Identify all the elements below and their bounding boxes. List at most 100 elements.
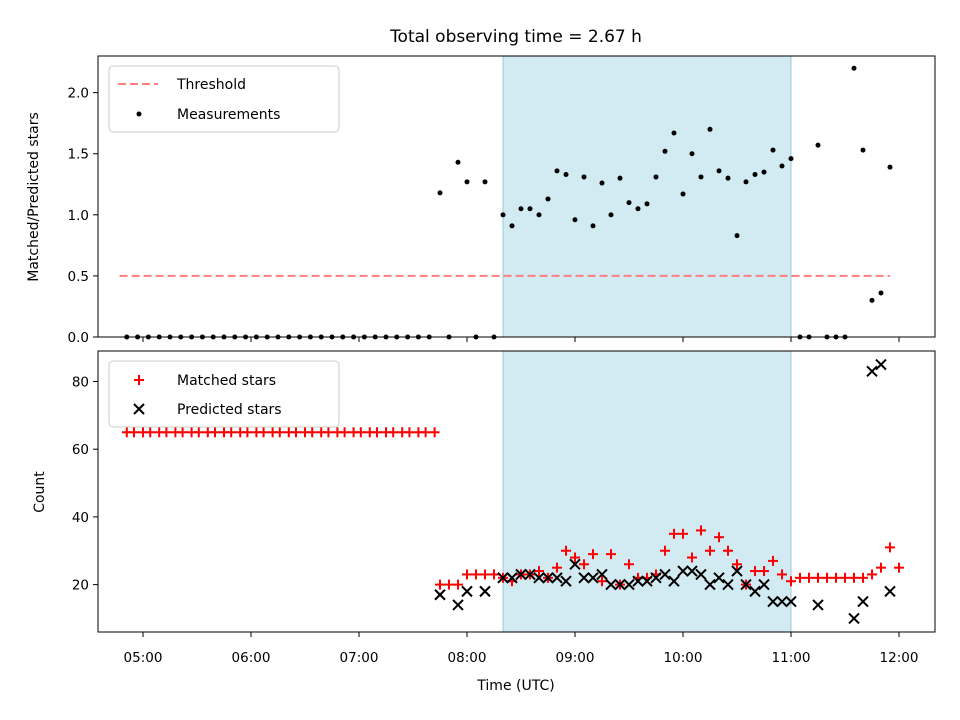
matched-star-point	[804, 572, 814, 583]
predicted-star-point	[650, 572, 662, 584]
measurement-point	[851, 65, 857, 71]
predicted-star-point	[533, 572, 545, 584]
matched-star-point	[840, 572, 850, 583]
predicted-star-point	[434, 589, 446, 601]
matched-star-point	[210, 427, 220, 438]
matched-star-point	[606, 549, 616, 560]
x-tick-label: 07:00	[340, 650, 379, 666]
matched-star-point	[462, 569, 472, 580]
predicted-star-point	[497, 572, 509, 584]
measurement-point	[509, 223, 515, 229]
measurement-point	[626, 200, 632, 206]
matched-star-point	[489, 569, 499, 580]
matched-star-point	[274, 427, 285, 438]
measurement-point	[779, 163, 785, 169]
predicted-star-point	[623, 578, 635, 591]
matched-star-point	[161, 427, 172, 438]
measurement-point	[536, 212, 542, 218]
bottom-plot-marks	[121, 358, 904, 625]
measurement-point	[725, 175, 731, 181]
matched-star-point	[732, 559, 742, 570]
matched-star-point	[291, 427, 301, 438]
predicted-star-point	[848, 612, 860, 625]
matched-star-point	[894, 562, 904, 573]
predicted-star-point	[542, 572, 554, 584]
matched-star-point	[813, 572, 823, 583]
matched-star-point	[453, 579, 463, 590]
matched-star-point	[480, 569, 490, 580]
bottom-legend: Matched stars Predicted stars	[108, 360, 340, 428]
measurement-point	[572, 217, 578, 223]
predicted-star-point	[866, 365, 878, 378]
matched-star-point	[145, 427, 156, 438]
x-tick-label: 06:00	[232, 650, 271, 666]
bottom-y-axis-label: Count	[32, 471, 48, 513]
matched-star-point	[759, 566, 769, 577]
predicted-star-point	[506, 572, 518, 584]
matched-star-point	[420, 427, 431, 438]
x-tick-label: 10:00	[664, 650, 703, 666]
predicted-star-point	[614, 578, 626, 591]
x-tick-label: 12:00	[880, 650, 919, 666]
matched-star-point	[129, 427, 139, 438]
predicted-star-point	[578, 572, 590, 584]
predicted-star-point	[515, 568, 527, 581]
matched-star-point	[876, 562, 886, 573]
predicted-star-point	[704, 578, 716, 591]
predicted-star-point	[569, 558, 581, 570]
predicted-star-point	[713, 572, 725, 584]
bottom-axis-ticks: 05:00 06:00 07:00 08:00 09:00 10:00 11:00 12:00…	[72, 374, 919, 666]
x-tick-label: 09:00	[556, 650, 595, 666]
matched-star-point	[372, 427, 382, 438]
matched-star-point	[579, 559, 589, 570]
measurement-point	[815, 142, 821, 148]
measurement-point	[581, 174, 587, 180]
measurement-point	[518, 206, 524, 212]
predicted-star-point	[749, 585, 761, 598]
measurement-point	[635, 206, 641, 212]
matched-star-point	[339, 427, 350, 438]
predicted-star-point	[551, 572, 563, 584]
predicted-star-point	[722, 578, 734, 591]
matched-star-point	[435, 579, 445, 590]
bottom-axes-frame	[97, 350, 936, 633]
measurement-point	[671, 130, 677, 136]
measurement-point	[599, 180, 605, 186]
matched-star-point	[226, 427, 237, 438]
top-legend: Threshold Measurements	[108, 65, 340, 133]
predicted-star-point	[686, 565, 698, 577]
top-highlight-span	[502, 56, 792, 337]
matched-star-point	[242, 427, 253, 438]
legend-measurements-label: Measurements	[177, 107, 280, 123]
predicted-star-point	[596, 568, 608, 581]
predicted-star-point	[776, 595, 788, 608]
predicted-star-point	[605, 578, 617, 591]
matched-star-point	[429, 427, 440, 438]
measurement-point	[788, 156, 794, 162]
matched-star-point	[885, 542, 895, 553]
matched-star-point	[471, 569, 481, 580]
top-axes-frame	[97, 55, 936, 338]
matched-star-point	[193, 427, 204, 438]
matched-star-point	[777, 569, 787, 580]
measurement-point	[590, 223, 596, 229]
legend-predicted-label: Predicted stars	[177, 402, 282, 418]
measurement-point	[608, 212, 614, 218]
x-tick-label: 11:00	[772, 650, 811, 666]
top-y-axis-label: Matched/Predicted stars	[26, 112, 42, 282]
measurement-point	[887, 164, 893, 170]
measurement-point	[437, 190, 443, 196]
measurement-point	[680, 191, 686, 197]
matched-star-point	[258, 427, 269, 438]
predicted-star-point	[659, 568, 671, 581]
bottom-highlight-span	[502, 351, 792, 632]
predicted-star-point	[632, 575, 644, 587]
matched-star-point	[750, 566, 760, 577]
matched-star-point	[795, 572, 805, 583]
matched-star-point	[849, 572, 859, 583]
matched-star-point	[597, 576, 607, 587]
matched-star-point	[444, 579, 454, 590]
y-tick-label: 80	[72, 374, 89, 390]
measurement-point	[563, 172, 569, 178]
